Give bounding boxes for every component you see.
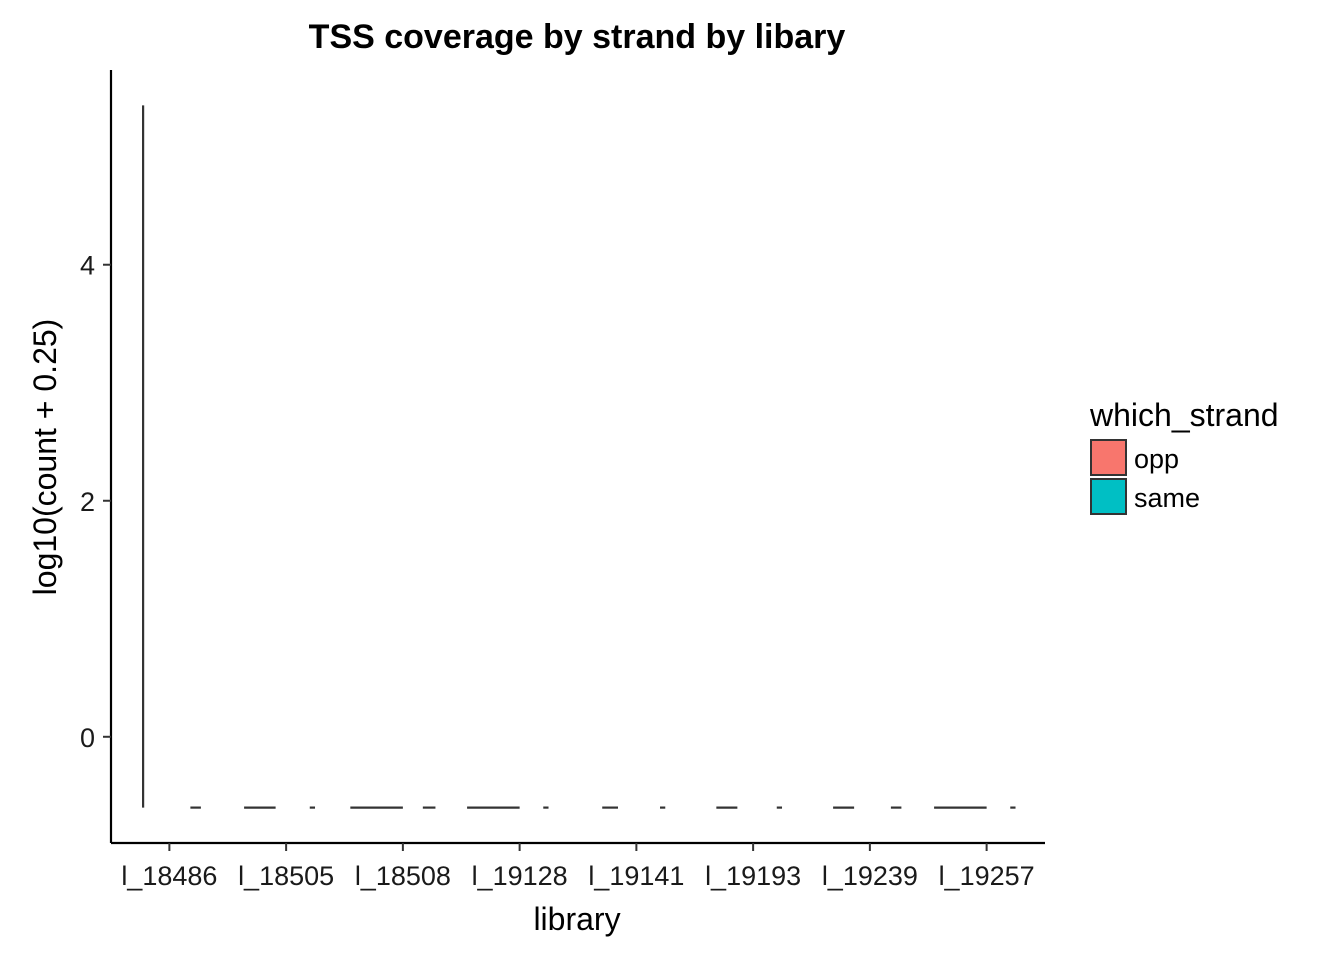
y-axis: 0 2 4	[80, 70, 113, 843]
legend-swatch-opp	[1090, 439, 1127, 476]
x-tick-label: l_18505	[238, 861, 334, 891]
legend-swatch-same	[1090, 478, 1127, 515]
legend-label-same: same	[1134, 483, 1200, 513]
chart-title: TSS coverage by strand by libary	[309, 18, 846, 56]
legend-title: which_strand	[1089, 397, 1279, 433]
x-axis-title: library	[533, 901, 620, 937]
y-axis-title: log10(count + 0.25)	[27, 319, 63, 596]
y-tick-label: 4	[80, 251, 95, 281]
y-tick-label: 0	[80, 723, 95, 753]
x-tick-label: l_19141	[588, 861, 684, 891]
legend-label-opp: opp	[1134, 444, 1179, 474]
x-axis: l_18486 l_18505 l_18508 l_19128 l_19141 l_191…	[111, 841, 1045, 891]
x-tick-label: l_18508	[355, 861, 451, 891]
x-tick-label: l_19193	[705, 861, 801, 891]
x-tick-label: l_19257	[939, 861, 1035, 891]
violin-marks	[142, 105, 1016, 809]
x-tick-label: l_19239	[822, 861, 918, 891]
legend: which_strand opp same	[1089, 397, 1279, 515]
x-tick-label: l_18486	[121, 861, 217, 891]
x-tick-label: l_19128	[472, 861, 568, 891]
y-tick-label: 2	[80, 487, 95, 517]
